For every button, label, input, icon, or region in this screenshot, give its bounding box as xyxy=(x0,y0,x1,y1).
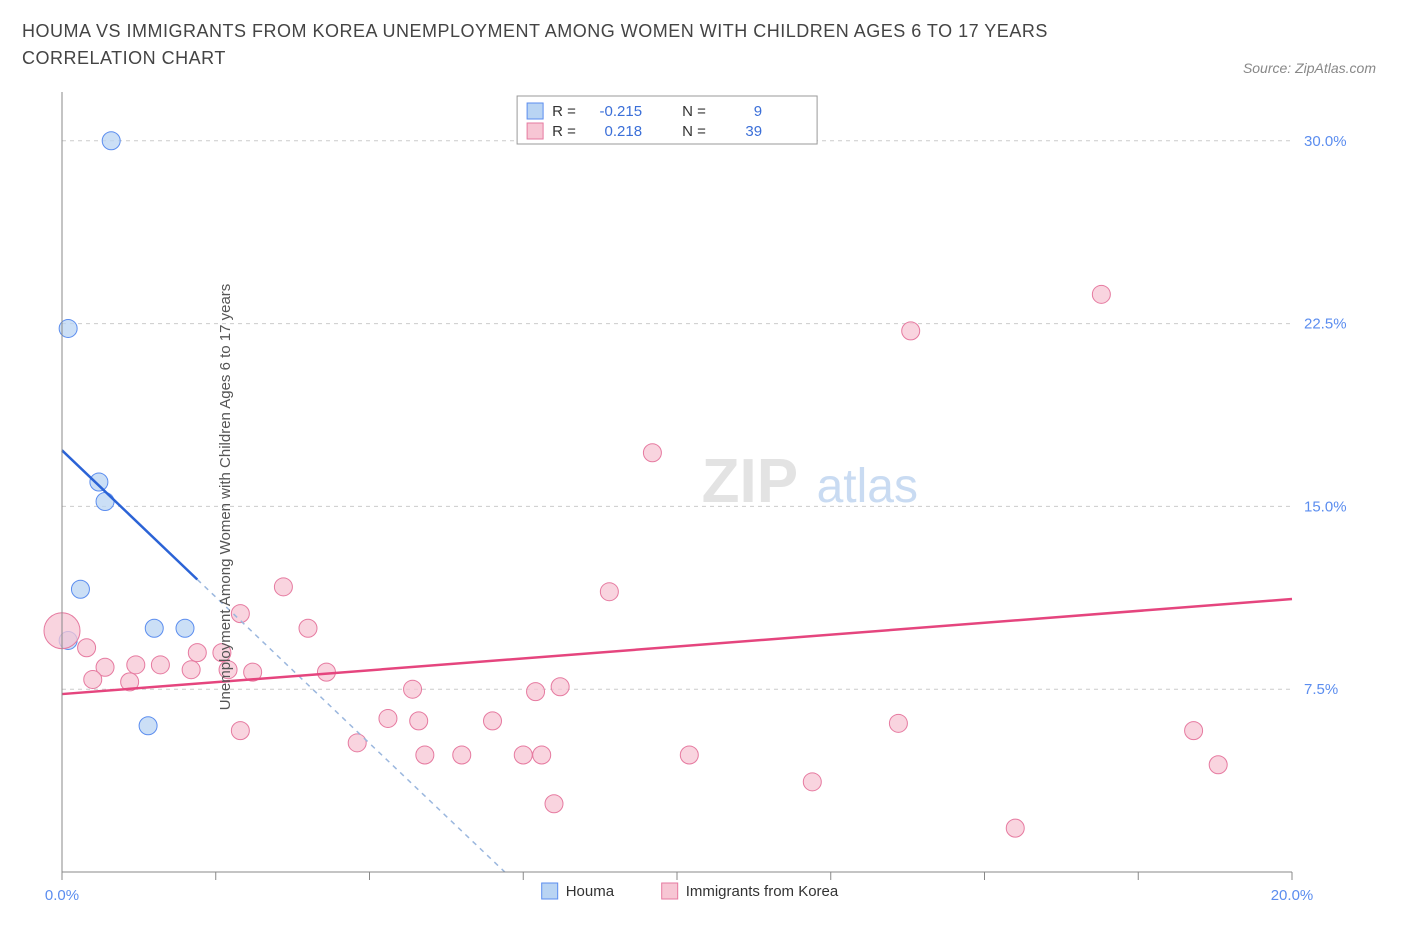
data-point xyxy=(151,656,169,674)
y-axis-label: Unemployment Among Women with Children A… xyxy=(217,284,234,711)
legend-r-label: R = xyxy=(552,103,576,120)
data-point xyxy=(182,661,200,679)
data-point xyxy=(416,746,434,764)
x-tick-label: 0.0% xyxy=(45,887,79,904)
source-attribution: Source: ZipAtlas.com xyxy=(1243,60,1376,76)
data-point xyxy=(527,683,545,701)
legend-r-label: R = xyxy=(552,123,576,140)
data-point xyxy=(299,619,317,637)
data-point xyxy=(545,795,563,813)
data-point xyxy=(231,722,249,740)
y-tick-label: 7.5% xyxy=(1304,681,1338,698)
data-point xyxy=(102,132,120,150)
legend-n-value: 9 xyxy=(754,103,762,120)
watermark: ZIP xyxy=(702,447,798,516)
chart-title: HOUMA VS IMMIGRANTS FROM KOREA UNEMPLOYM… xyxy=(22,18,1122,72)
data-point xyxy=(1006,819,1024,837)
legend-swatch xyxy=(542,883,558,899)
data-point xyxy=(533,746,551,764)
legend-n-label: N = xyxy=(682,103,706,120)
data-point xyxy=(379,709,397,727)
legend-n-label: N = xyxy=(682,123,706,140)
data-point xyxy=(139,717,157,735)
y-tick-label: 22.5% xyxy=(1304,316,1347,333)
legend-r-value: 0.218 xyxy=(605,123,643,140)
data-point xyxy=(96,493,114,511)
data-point xyxy=(902,322,920,340)
data-point xyxy=(176,619,194,637)
legend-swatch xyxy=(662,883,678,899)
data-point xyxy=(1092,285,1110,303)
data-point xyxy=(274,578,292,596)
legend-n-value: 39 xyxy=(745,123,762,140)
data-point xyxy=(643,444,661,462)
x-tick-label: 20.0% xyxy=(1271,887,1314,904)
legend-swatch xyxy=(527,103,543,119)
data-point xyxy=(410,712,428,730)
data-point xyxy=(680,746,698,764)
data-point xyxy=(803,773,821,791)
watermark: atlas xyxy=(817,460,918,513)
chart-container: Unemployment Among Women with Children A… xyxy=(22,82,1384,912)
data-point xyxy=(404,680,422,698)
data-point xyxy=(188,644,206,662)
data-point xyxy=(889,714,907,732)
data-point xyxy=(90,473,108,491)
legend-label: Immigrants from Korea xyxy=(686,883,839,900)
data-point xyxy=(71,580,89,598)
legend-label: Houma xyxy=(566,883,615,900)
data-point xyxy=(1185,722,1203,740)
data-point xyxy=(84,670,102,688)
data-point xyxy=(145,619,163,637)
data-point xyxy=(551,678,569,696)
data-point xyxy=(600,583,618,601)
data-point xyxy=(127,656,145,674)
y-tick-label: 30.0% xyxy=(1304,133,1347,150)
legend-swatch xyxy=(527,123,543,139)
data-point xyxy=(78,639,96,657)
data-point xyxy=(514,746,532,764)
legend-r-value: -0.215 xyxy=(600,103,643,120)
y-tick-label: 15.0% xyxy=(1304,498,1347,515)
data-point xyxy=(453,746,471,764)
trend-line xyxy=(62,450,197,579)
data-point xyxy=(348,734,366,752)
data-point xyxy=(484,712,502,730)
data-point xyxy=(1209,756,1227,774)
